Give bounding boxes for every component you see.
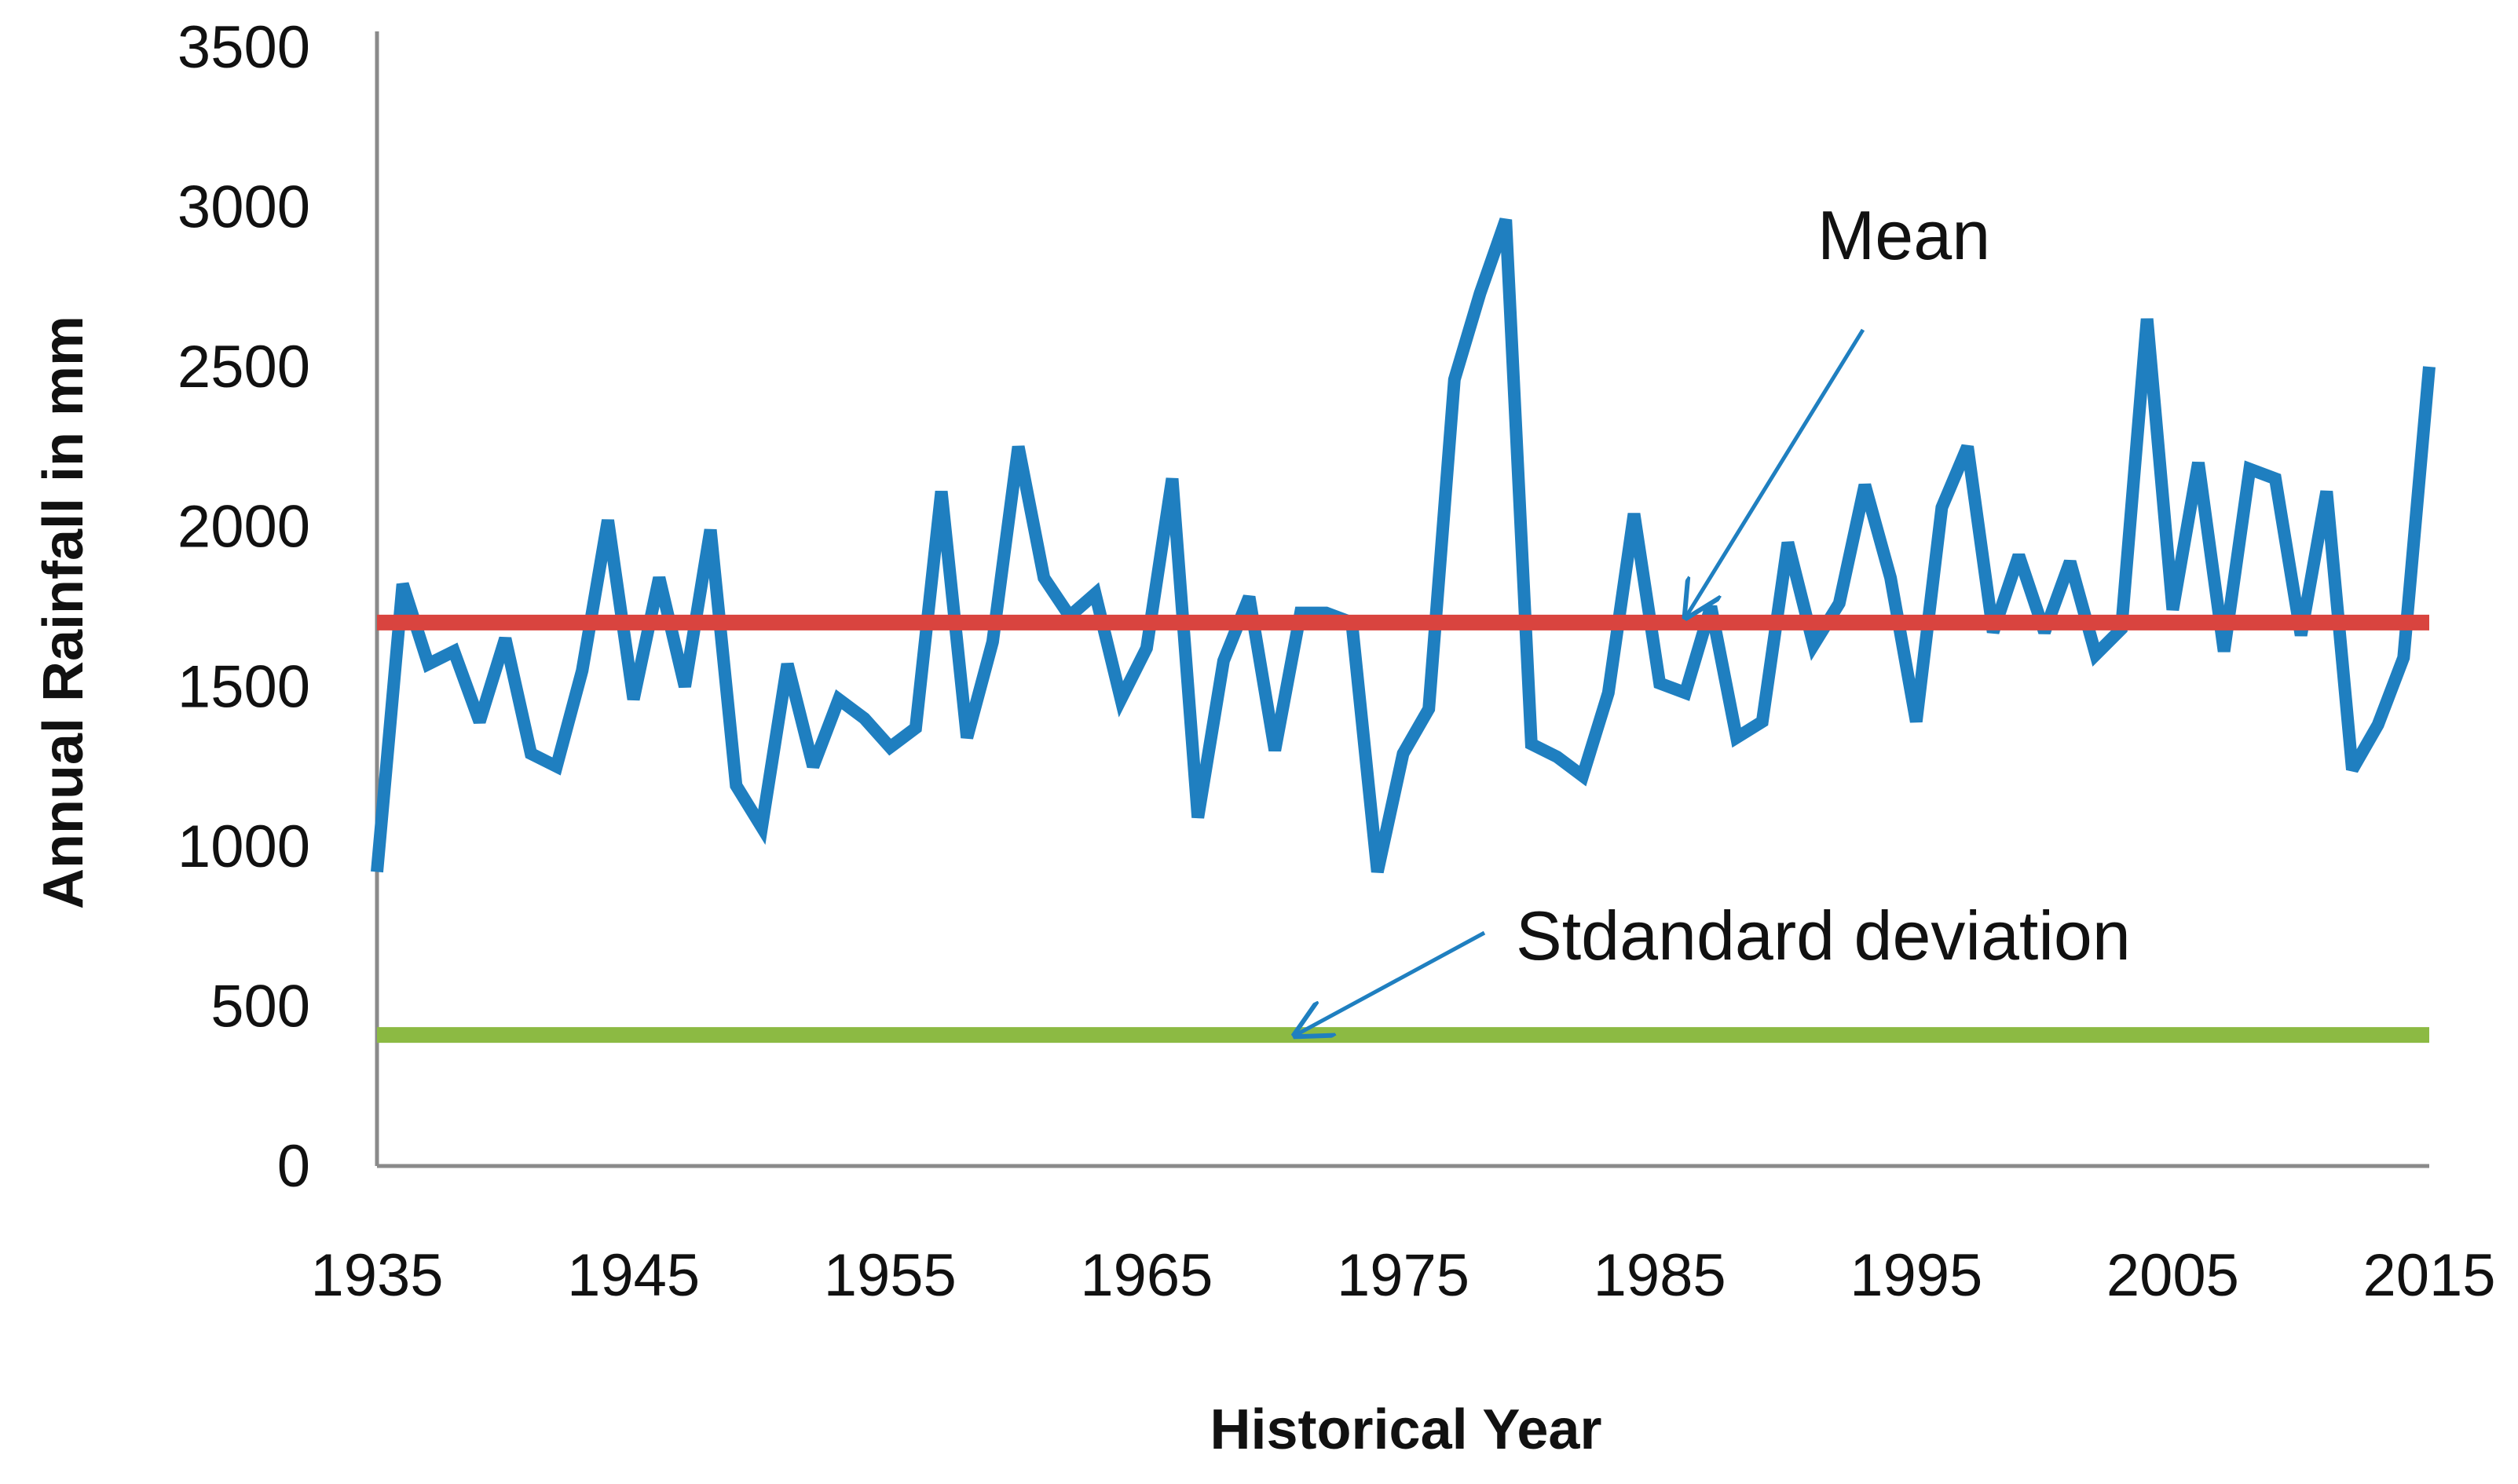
x-tick-label: 1975 [1337,1242,1469,1309]
x-tick-label: 2005 [2106,1242,2239,1309]
y-tick-label: 1000 [178,813,310,880]
y-axis-title: Annual Rainfall in mm [32,316,95,909]
std-deviation-annotation-label: Stdandard deviation [1516,897,2131,974]
y-tick-label: 3000 [178,174,310,241]
y-tick-label: 1500 [178,653,310,720]
x-tick-label: 1945 [567,1242,700,1309]
x-tick-label: 1985 [1594,1242,1726,1309]
rainfall-series-line [371,217,2436,874]
y-axis-ticks: 0 500 1000 1500 2000 2500 3000 3500 [178,14,310,1200]
series-layer [371,217,2436,1044]
x-axis-ticks: 1935 1945 1955 1965 1975 1985 1995 2005 2015 [310,1242,2495,1309]
y-tick-label: 3500 [178,14,310,81]
x-tick-label: 2015 [2362,1242,2495,1309]
x-axis-title: Historical Year [1210,1398,1602,1461]
x-tick-label: 1965 [1080,1242,1213,1309]
y-tick-label: 2000 [178,494,310,561]
mean-annotation-arrow [1686,328,1865,616]
y-tick-label: 2500 [178,334,310,400]
x-tick-label: 1955 [824,1242,957,1309]
mean-annotation-label: Mean [1817,196,1990,274]
x-tick-label: 1995 [1850,1242,1982,1309]
y-tick-label: 0 [277,1133,310,1200]
y-tick-label: 500 [210,973,310,1040]
x-tick-label: 1935 [310,1242,443,1309]
std-deviation-annotation-arrow [1296,930,1486,1035]
